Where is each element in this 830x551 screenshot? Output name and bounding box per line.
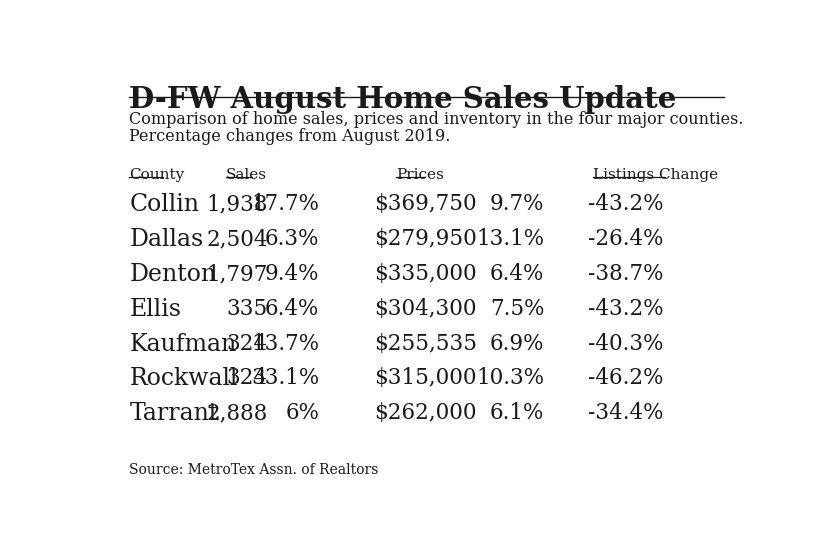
Text: 1,797: 1,797	[207, 263, 268, 285]
Text: Listings Change: Listings Change	[593, 168, 718, 182]
Text: Prices: Prices	[397, 168, 444, 182]
Text: 9.4%: 9.4%	[265, 263, 320, 285]
Text: -34.4%: -34.4%	[588, 402, 663, 424]
Text: 2,888: 2,888	[207, 402, 268, 424]
Text: 6.1%: 6.1%	[490, 402, 544, 424]
Text: 6%: 6%	[286, 402, 320, 424]
Text: Denton: Denton	[129, 263, 217, 286]
Text: $369,750: $369,750	[374, 193, 476, 215]
Text: $279,950: $279,950	[374, 228, 476, 250]
Text: 6.4%: 6.4%	[265, 298, 320, 320]
Text: -40.3%: -40.3%	[588, 333, 663, 354]
Text: -43.2%: -43.2%	[588, 298, 663, 320]
Text: Kaufman: Kaufman	[129, 333, 237, 355]
Text: 17.7%: 17.7%	[251, 193, 320, 215]
Text: 13.7%: 13.7%	[251, 333, 320, 354]
Text: 335: 335	[227, 298, 268, 320]
Text: -46.2%: -46.2%	[588, 368, 663, 390]
Text: 9.7%: 9.7%	[490, 193, 544, 215]
Text: Comparison of home sales, prices and inventory in the four major counties.: Comparison of home sales, prices and inv…	[129, 111, 744, 128]
Text: 7.5%: 7.5%	[490, 298, 544, 320]
Text: Dallas: Dallas	[129, 228, 203, 251]
Text: $315,000: $315,000	[374, 368, 476, 390]
Text: 2,504: 2,504	[207, 228, 268, 250]
Text: $262,000: $262,000	[374, 402, 476, 424]
Text: -26.4%: -26.4%	[588, 228, 663, 250]
Text: Sales: Sales	[226, 168, 267, 182]
Text: 6.4%: 6.4%	[490, 263, 544, 285]
Text: 6.9%: 6.9%	[490, 333, 544, 354]
Text: D-FW August Home Sales Update: D-FW August Home Sales Update	[129, 85, 676, 114]
Text: $304,300: $304,300	[374, 298, 476, 320]
Text: 1,938: 1,938	[207, 193, 268, 215]
Text: -43.2%: -43.2%	[588, 193, 663, 215]
Text: -38.7%: -38.7%	[588, 263, 663, 285]
Text: Source: MetroTex Assn. of Realtors: Source: MetroTex Assn. of Realtors	[129, 463, 378, 477]
Text: $255,535: $255,535	[374, 333, 476, 354]
Text: 324: 324	[227, 333, 268, 354]
Text: Rockwall: Rockwall	[129, 368, 238, 390]
Text: County: County	[129, 168, 185, 182]
Text: 6.3%: 6.3%	[265, 228, 320, 250]
Text: Tarrant: Tarrant	[129, 402, 219, 425]
Text: Ellis: Ellis	[129, 298, 182, 321]
Text: Percentage changes from August 2019.: Percentage changes from August 2019.	[129, 128, 451, 145]
Text: 13.1%: 13.1%	[476, 228, 544, 250]
Text: Collin: Collin	[129, 193, 199, 217]
Text: 10.3%: 10.3%	[476, 368, 544, 390]
Text: 324: 324	[227, 368, 268, 390]
Text: 33.1%: 33.1%	[251, 368, 320, 390]
Text: $335,000: $335,000	[374, 263, 476, 285]
